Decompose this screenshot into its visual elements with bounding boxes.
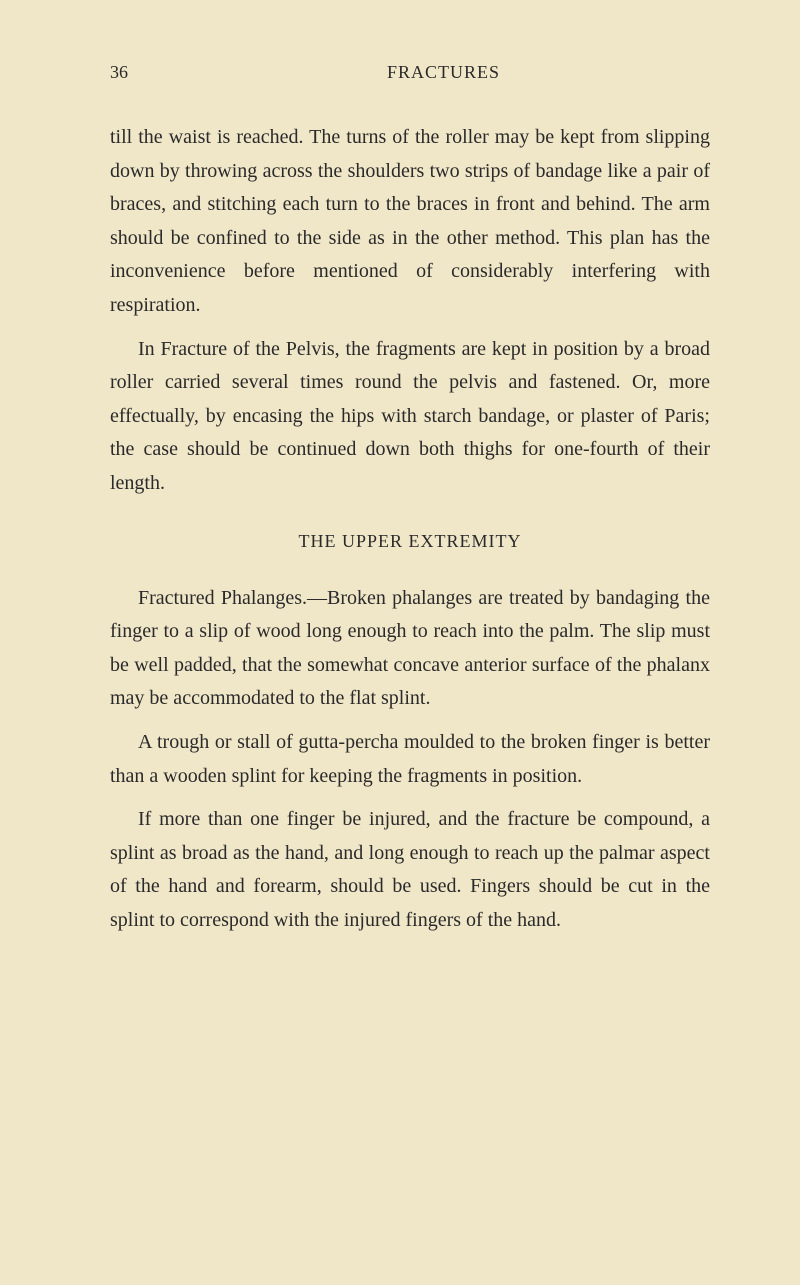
page-header: 36 FRACTURES: [110, 62, 710, 83]
paragraph-2-text: the fragments are kept in position by a …: [110, 338, 710, 494]
paragraph-2: In Fracture of the Pelvis, the fragments…: [110, 333, 710, 501]
topic-label-pelvis: In Fracture of the Pelvis,: [138, 338, 340, 360]
page-number: 36: [110, 62, 128, 83]
running-title: FRACTURES: [387, 62, 500, 83]
topic-label-phalanges: Fractured Phalanges.: [138, 587, 307, 609]
paragraph-1: till the waist is reached. The turns of …: [110, 121, 710, 323]
paragraph-3: Fractured Phalanges.—Broken phalanges ar…: [110, 582, 710, 716]
section-heading: THE UPPER EXTREMITY: [110, 531, 710, 552]
paragraph-4: A trough or stall of gutta-percha moulde…: [110, 726, 710, 793]
paragraph-5: If more than one finger be injured, and …: [110, 803, 710, 937]
